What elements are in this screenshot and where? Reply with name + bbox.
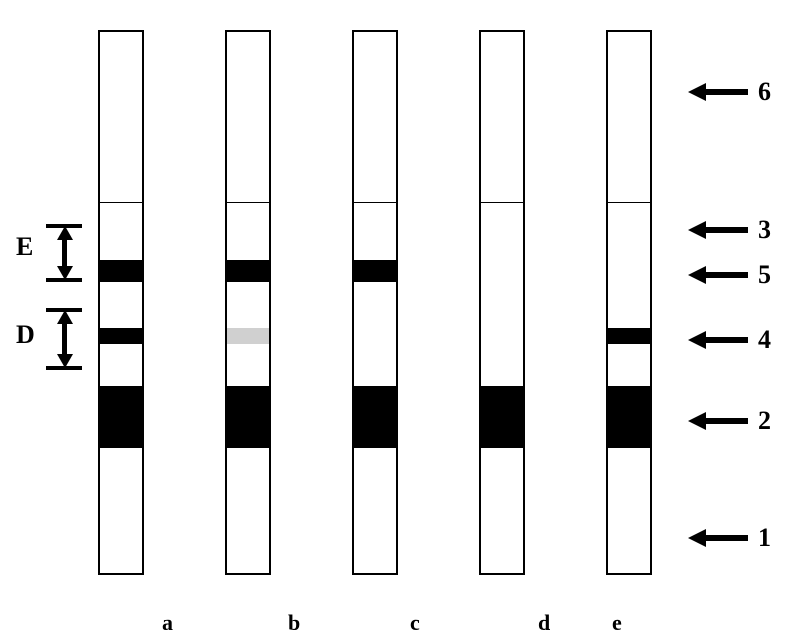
arrow-6: 6: [688, 77, 771, 107]
arrow-shaft: [706, 227, 748, 233]
strip-divider: [100, 202, 142, 203]
arrow-5: 5: [688, 260, 771, 290]
band-5: [227, 260, 269, 282]
band-2: [227, 386, 269, 448]
strip-c: [352, 30, 398, 575]
strip-label-e: e: [612, 610, 622, 636]
arrow-shaft: [706, 89, 748, 95]
arrow-down-icon: [57, 354, 73, 368]
arrow-4: 4: [688, 325, 771, 355]
strip-a: [98, 30, 144, 575]
arrow-label-1: 1: [758, 523, 771, 553]
arrow-up-icon: [57, 226, 73, 240]
strip-label-c: c: [410, 610, 420, 636]
band-4-weak: [227, 328, 269, 344]
arrow-shaft: [706, 418, 748, 424]
arrow-shaft: [706, 272, 748, 278]
band-2: [481, 386, 523, 448]
bracket-letter-E: E: [16, 232, 33, 262]
arrow-down-icon: [57, 266, 73, 280]
arrow-head-icon: [688, 331, 706, 349]
strip-label-d: d: [538, 610, 550, 636]
strip-divider: [354, 202, 396, 203]
band-5: [100, 260, 142, 282]
bracket-bar: [62, 236, 67, 270]
arrow-shaft: [706, 337, 748, 343]
strip-d: [479, 30, 525, 575]
band-2: [354, 386, 396, 448]
strip-label-a: a: [162, 610, 173, 636]
strip-b: [225, 30, 271, 575]
band-2: [608, 386, 650, 448]
arrow-head-icon: [688, 221, 706, 239]
arrow-1: 1: [688, 523, 771, 553]
band-4: [100, 328, 142, 344]
bracket-letter-D: D: [16, 320, 35, 350]
arrow-label-2: 2: [758, 406, 771, 436]
arrow-head-icon: [688, 529, 706, 547]
arrow-2: 2: [688, 406, 771, 436]
arrow-head-icon: [688, 412, 706, 430]
arrow-head-icon: [688, 266, 706, 284]
arrow-up-icon: [57, 310, 73, 324]
strip-label-b: b: [288, 610, 300, 636]
arrow-head-icon: [688, 83, 706, 101]
band-5: [354, 260, 396, 282]
strip-divider: [481, 202, 523, 203]
arrow-label-4: 4: [758, 325, 771, 355]
arrow-3: 3: [688, 215, 771, 245]
bracket-bar: [62, 320, 67, 358]
strip-divider: [608, 202, 650, 203]
strip-e: [606, 30, 652, 575]
band-4: [608, 328, 650, 344]
arrow-label-3: 3: [758, 215, 771, 245]
arrow-label-6: 6: [758, 77, 771, 107]
arrow-label-5: 5: [758, 260, 771, 290]
strip-divider: [227, 202, 269, 203]
band-2: [100, 386, 142, 448]
arrow-shaft: [706, 535, 748, 541]
